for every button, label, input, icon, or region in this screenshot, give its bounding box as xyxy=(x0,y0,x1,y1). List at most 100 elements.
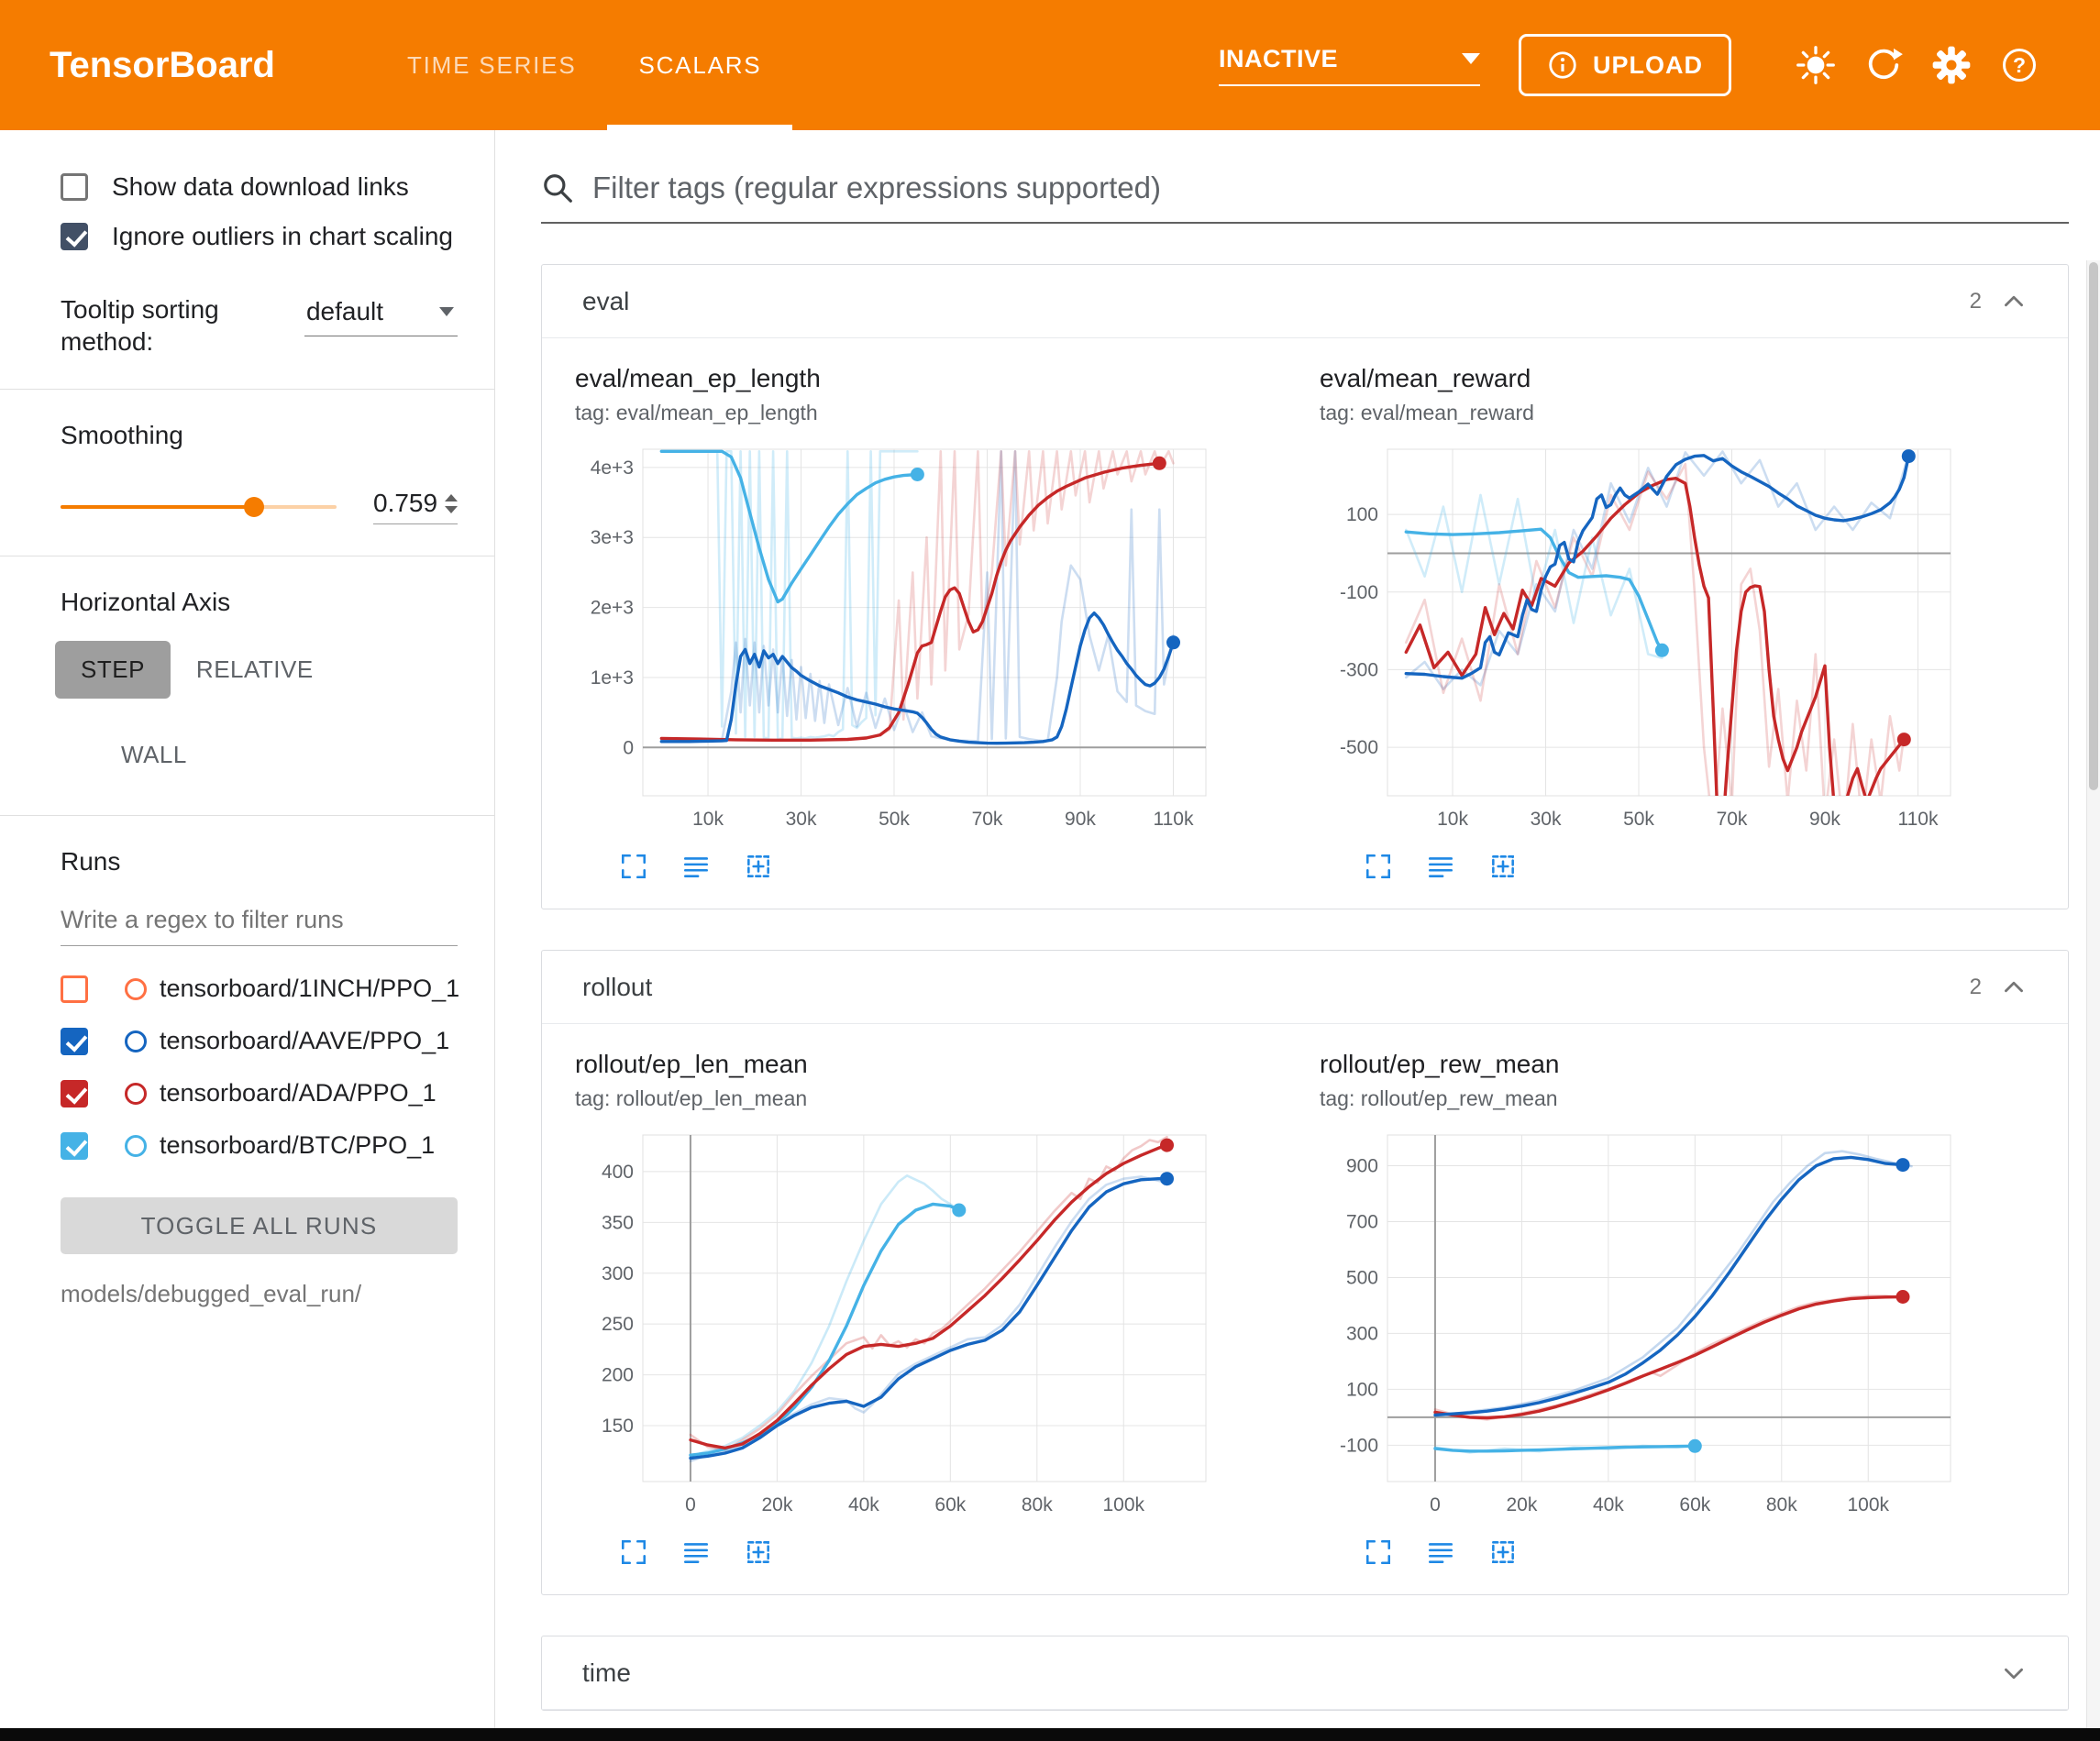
run-color-swatch xyxy=(125,1030,147,1052)
fit-domain-icon[interactable] xyxy=(744,1537,773,1567)
refresh-button[interactable] xyxy=(1858,39,1909,91)
expand-chart-icon[interactable] xyxy=(1364,852,1393,881)
experiment-status-dropdown[interactable]: INACTIVE xyxy=(1219,45,1480,86)
expand-chart-icon[interactable] xyxy=(619,852,648,881)
data-table-icon[interactable] xyxy=(681,852,711,881)
svg-text:4e+3: 4e+3 xyxy=(591,457,634,479)
scalar-chart-card: rollout/ep_len_mean tag: rollout/ep_len_… xyxy=(564,1050,1309,1567)
brightness-icon xyxy=(1796,46,1835,84)
tooltip-sorting-select[interactable]: default xyxy=(304,293,458,336)
chevron-down-icon[interactable] xyxy=(2000,1659,2028,1687)
tag-group-title: eval xyxy=(582,286,630,315)
fit-domain-icon[interactable] xyxy=(1488,852,1518,881)
vertical-scrollbar[interactable] xyxy=(2086,260,2100,1728)
data-table-icon[interactable] xyxy=(1426,852,1455,881)
runs-filter-input[interactable] xyxy=(61,900,458,946)
scrollbar-thumb[interactable] xyxy=(2089,262,2098,791)
help-button[interactable]: ? xyxy=(1994,39,2045,91)
smoothing-control xyxy=(0,489,494,524)
tag-group-title: rollout xyxy=(582,972,653,1001)
svg-text:70k: 70k xyxy=(972,809,1003,830)
ignore-outliers-checkbox[interactable] xyxy=(61,223,88,250)
data-table-icon[interactable] xyxy=(681,1537,711,1567)
upload-label: UPLOAD xyxy=(1593,50,1703,79)
chart-tag: tag: rollout/ep_len_mean xyxy=(575,1086,808,1110)
fit-domain-icon[interactable] xyxy=(744,852,773,881)
stepper-down-icon[interactable] xyxy=(445,505,458,513)
line-chart[interactable]: 10k 30k 50k 70k 90k 110k 100 -100 -300 -500 xyxy=(1320,440,1962,840)
run-row[interactable]: tensorboard/ADA/PPO_1 xyxy=(0,1067,494,1119)
tab-bar: TIME SERIES SCALARS xyxy=(376,0,793,130)
tag-group-header[interactable]: eval 2 xyxy=(542,265,2068,338)
chart-toolbar xyxy=(619,852,1298,881)
horizontal-axis-options: STEP RELATIVE WALL xyxy=(0,641,494,784)
axis-option-relative[interactable]: RELATIVE xyxy=(195,656,314,683)
stepper-up-icon[interactable] xyxy=(445,493,458,501)
expand-chart-icon[interactable] xyxy=(1364,1537,1393,1567)
line-chart[interactable]: 0 20k 40k 60k 80k 100k -100 100 300 500 700 900 xyxy=(1320,1126,1962,1526)
run-row[interactable]: tensorboard/BTC/PPO_1 xyxy=(0,1119,494,1172)
chart-plot[interactable]: 0 20k 40k 60k 80k 100k -100 100 300 500 700 900 xyxy=(1320,1126,2042,1530)
brightness-toggle-button[interactable] xyxy=(1790,39,1841,91)
svg-text:0: 0 xyxy=(1430,1494,1441,1515)
ignore-outliers-toggle[interactable]: Ignore outliers in chart scaling xyxy=(0,222,494,251)
horizontal-axis-label: Horizontal Axis xyxy=(61,588,231,616)
run-label: tensorboard/BTC/PPO_1 xyxy=(160,1131,436,1159)
svg-text:0: 0 xyxy=(685,1494,696,1515)
chart-plot[interactable]: 10k 30k 50k 70k 90k 110k 0 1e+3 2e+3 3e+3 4e+3 xyxy=(575,440,1298,844)
fit-domain-icon[interactable] xyxy=(1488,1537,1518,1567)
stepper-arrows[interactable] xyxy=(445,493,458,513)
tag-filter-input[interactable] xyxy=(592,171,2069,205)
run-checkbox[interactable] xyxy=(61,1131,88,1160)
line-chart[interactable]: 0 20k 40k 60k 80k 100k 150 200 250 300 350 400 xyxy=(575,1126,1217,1526)
smoothing-value-field[interactable] xyxy=(373,489,443,518)
smoothing-slider[interactable] xyxy=(61,493,337,521)
scalar-chart-card: eval/mean_ep_length tag: eval/mean_ep_le… xyxy=(564,364,1309,881)
slider-thumb[interactable] xyxy=(243,496,264,517)
svg-text:90k: 90k xyxy=(1065,809,1096,830)
svg-text:80k: 80k xyxy=(1022,1494,1053,1515)
run-checkbox[interactable] xyxy=(61,1079,88,1107)
toggle-all-runs-button[interactable]: TOGGLE ALL RUNS xyxy=(61,1197,458,1254)
run-checkbox[interactable] xyxy=(61,975,88,1003)
tag-group-header[interactable]: time xyxy=(542,1636,2068,1710)
svg-text:-500: -500 xyxy=(1340,737,1378,758)
axis-option-step[interactable]: STEP xyxy=(55,641,171,699)
svg-text:50k: 50k xyxy=(1623,809,1654,830)
svg-text:300: 300 xyxy=(1346,1323,1378,1344)
axis-option-wall[interactable]: WALL xyxy=(121,741,187,768)
show-download-links-checkbox[interactable] xyxy=(61,173,88,201)
smoothing-value-input[interactable] xyxy=(373,489,458,524)
charts-row: eval/mean_ep_length tag: eval/mean_ep_le… xyxy=(542,338,2068,909)
settings-button[interactable] xyxy=(1926,39,1977,91)
svg-text:2e+3: 2e+3 xyxy=(591,598,634,619)
experiment-status-value: INACTIVE xyxy=(1219,44,1339,72)
run-row[interactable]: tensorboard/AAVE/PPO_1 xyxy=(0,1015,494,1067)
chart-plot[interactable]: 10k 30k 50k 70k 90k 110k 100 -100 -300 -500 xyxy=(1320,440,2042,844)
line-chart[interactable]: 10k 30k 50k 70k 90k 110k 0 1e+3 2e+3 3e+3 4e+3 xyxy=(575,440,1217,840)
chart-plot[interactable]: 0 20k 40k 60k 80k 100k 150 200 250 300 350 400 xyxy=(575,1126,1298,1530)
bottom-edge-strip xyxy=(0,1728,2100,1741)
run-color-swatch xyxy=(125,1082,147,1105)
upload-button[interactable]: UPLOAD xyxy=(1519,34,1731,96)
svg-text:10k: 10k xyxy=(692,809,724,830)
help-icon: ? xyxy=(2003,49,2036,82)
svg-text:80k: 80k xyxy=(1766,1494,1797,1515)
tag-group-header[interactable]: rollout 2 xyxy=(542,951,2068,1024)
svg-text:300: 300 xyxy=(602,1263,634,1284)
svg-text:100k: 100k xyxy=(1847,1494,1889,1515)
chevron-up-icon[interactable] xyxy=(2000,288,2028,315)
expand-chart-icon[interactable] xyxy=(619,1537,648,1567)
settings-sidebar: Show data download links Ignore outliers… xyxy=(0,130,495,1741)
show-download-links-toggle[interactable]: Show data download links xyxy=(0,172,494,202)
chevron-down-icon xyxy=(439,307,454,316)
tab-time-series[interactable]: TIME SERIES xyxy=(406,50,577,79)
data-table-icon[interactable] xyxy=(1426,1537,1455,1567)
tab-scalars[interactable]: SCALARS xyxy=(607,0,793,130)
chart-tag: tag: eval/mean_ep_length xyxy=(575,401,818,424)
run-checkbox[interactable] xyxy=(61,1027,88,1055)
run-row[interactable]: tensorboard/1INCH/PPO_1 xyxy=(0,963,494,1015)
svg-text:100: 100 xyxy=(1346,1379,1378,1400)
chevron-up-icon[interactable] xyxy=(2000,974,2028,1001)
